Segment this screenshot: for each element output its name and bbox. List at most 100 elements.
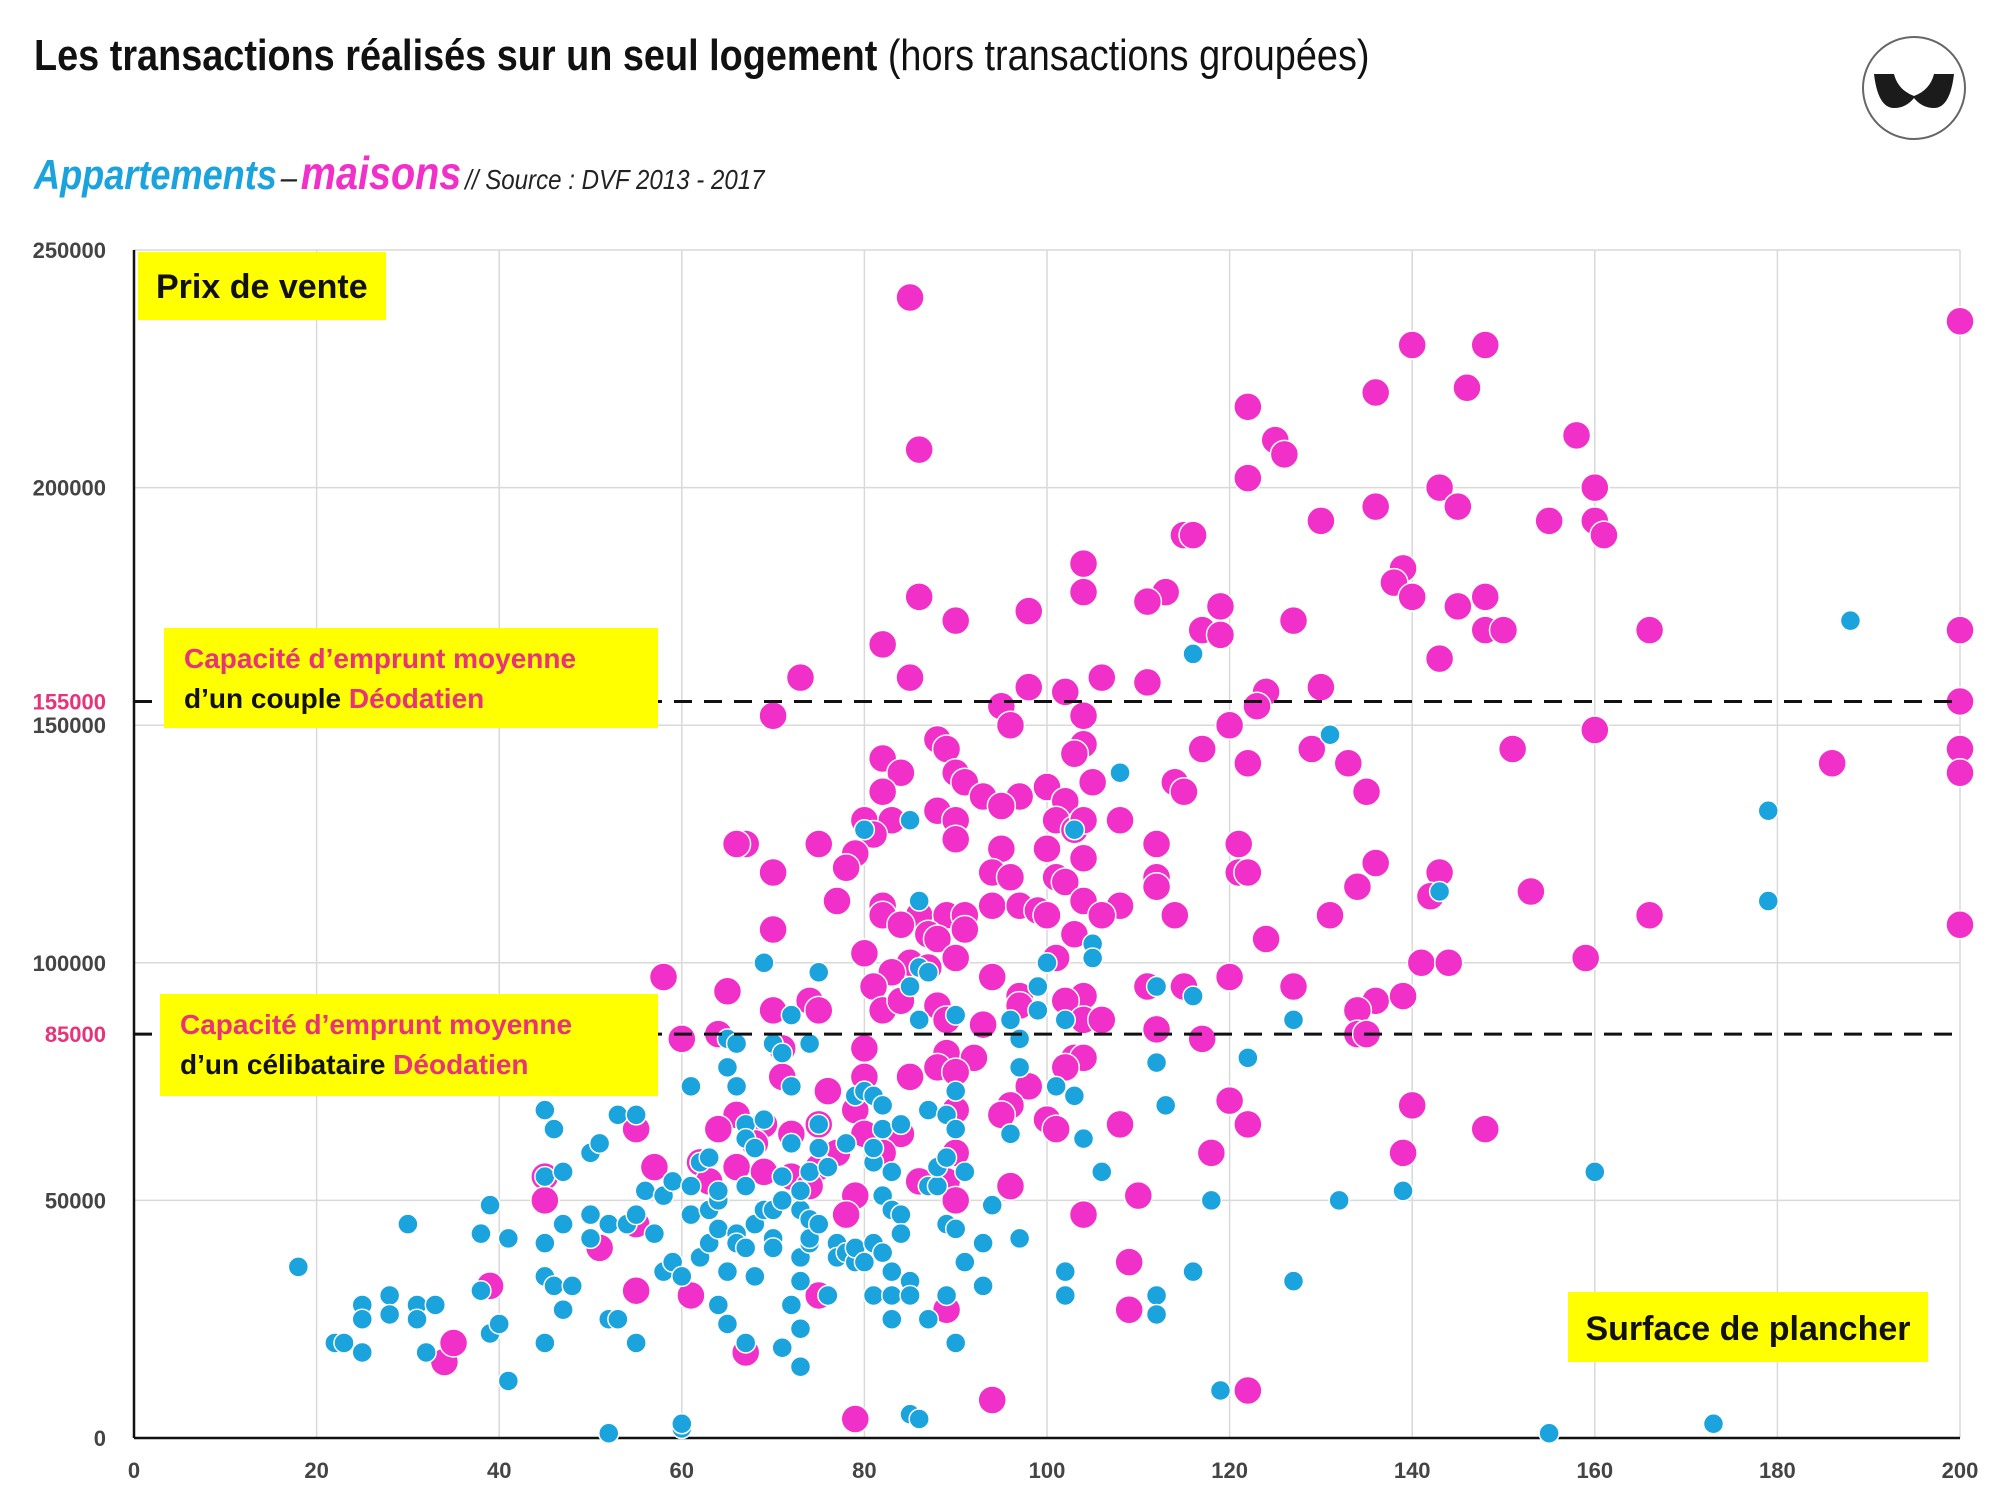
point-maison	[1397, 582, 1427, 612]
point-appartement	[881, 1161, 903, 1183]
point-maison	[1087, 900, 1117, 931]
point-appartement	[351, 1341, 373, 1364]
point-maison	[904, 582, 934, 612]
point-appartement	[917, 1099, 940, 1121]
point-appartement	[789, 1355, 812, 1378]
point-maison	[1032, 900, 1062, 931]
point-maison	[758, 857, 788, 888]
point-appartement	[397, 1213, 419, 1235]
point-maison	[1269, 439, 1300, 470]
point-maison	[1233, 392, 1263, 422]
point-appartement	[588, 1132, 611, 1155]
point-maison	[1233, 1375, 1263, 1406]
x-tick-label: 20	[304, 1458, 328, 1483]
point-maison	[1105, 805, 1135, 835]
point-appartement	[1319, 723, 1341, 746]
point-appartement	[999, 1123, 1022, 1145]
x-tick-label: 200	[1942, 1458, 1979, 1483]
point-maison	[1242, 691, 1272, 721]
point-appartement	[351, 1308, 373, 1330]
point-appartement	[625, 1104, 647, 1126]
point-maison	[1205, 620, 1236, 650]
point-maison	[831, 1199, 861, 1230]
legend-appartements: Appartements	[34, 151, 277, 198]
point-maison	[977, 1385, 1007, 1415]
point-appartement	[789, 1317, 812, 1340]
point-appartement	[1091, 1161, 1113, 1183]
point-maison	[1351, 776, 1382, 807]
source-note: // Source : DVF 2013 - 2017	[465, 164, 765, 195]
point-appartement	[798, 1161, 821, 1183]
point-maison	[1470, 330, 1500, 360]
x-tick-label: 120	[1211, 1458, 1248, 1483]
point-maison	[1424, 643, 1455, 674]
point-maison	[1945, 757, 1975, 788]
point-appartement	[1109, 761, 1131, 784]
point-maison	[1397, 330, 1427, 360]
point-appartement	[981, 1194, 1003, 1216]
point-maison	[1443, 491, 1473, 522]
point-appartement	[1063, 818, 1086, 841]
point-appartement	[789, 1180, 812, 1202]
point-maison	[1114, 1247, 1144, 1277]
point-maison	[813, 1076, 843, 1106]
point-maison	[1087, 662, 1117, 693]
point-appartement	[406, 1308, 428, 1330]
point-maison	[758, 914, 788, 945]
point-maison	[940, 824, 971, 854]
point-appartement	[680, 1175, 702, 1197]
point-maison	[940, 943, 971, 973]
y-tick-label: 150000	[33, 713, 106, 738]
point-appartement	[1702, 1412, 1725, 1435]
point-appartement	[881, 1284, 903, 1307]
point-appartement	[780, 1294, 803, 1316]
point-appartement	[808, 1213, 830, 1235]
point-maison	[1059, 738, 1090, 769]
point-maison	[1178, 520, 1208, 550]
point-appartement	[899, 1284, 921, 1307]
point-maison	[1424, 472, 1455, 503]
point-maison	[1589, 520, 1619, 550]
point-maison	[1068, 1199, 1099, 1230]
y-tick-label: 250000	[33, 238, 106, 263]
point-appartement	[881, 1308, 903, 1330]
point-maison	[1233, 857, 1263, 888]
point-maison	[1050, 867, 1081, 897]
point-maison	[1817, 748, 1847, 778]
point-maison	[1214, 962, 1245, 992]
point-maison	[1068, 577, 1099, 607]
x-tick-label: 80	[852, 1458, 876, 1483]
point-maison	[1169, 776, 1199, 807]
x-axis-title-box	[1568, 1292, 1928, 1362]
point-appartement	[1008, 1056, 1031, 1079]
x-tick-label: 100	[1029, 1458, 1066, 1483]
brand-logo-glyph-icon	[1874, 74, 1954, 108]
point-appartement	[625, 1203, 647, 1226]
x-tick-label: 40	[487, 1458, 511, 1483]
point-maison	[1205, 591, 1236, 622]
point-appartement	[780, 1132, 803, 1155]
x-tick-label: 140	[1394, 1458, 1431, 1483]
point-maison	[1068, 843, 1099, 874]
point-appartement	[1063, 1085, 1086, 1107]
point-appartement	[1154, 1094, 1177, 1117]
reference-label-box	[164, 628, 658, 728]
point-appartement	[917, 961, 940, 984]
point-maison	[1196, 1138, 1227, 1168]
point-appartement	[1081, 947, 1104, 969]
point-appartement	[908, 890, 930, 912]
point-appartement	[808, 1137, 830, 1159]
point-appartement	[634, 1180, 657, 1202]
point-maison	[721, 829, 752, 859]
point-maison	[1580, 472, 1610, 503]
y-axis-title: Prix de vente	[156, 268, 368, 306]
point-appartement	[862, 1284, 885, 1307]
point-appartement	[1072, 1127, 1095, 1150]
point-appartement	[1757, 890, 1780, 912]
point-maison	[922, 924, 953, 954]
y-axis-title-box	[138, 252, 386, 320]
reference-label-line1: Capacité d’emprunt moyenne	[180, 1009, 572, 1040]
point-maison	[1233, 748, 1263, 778]
point-appartement	[470, 1279, 492, 1302]
point-appartement	[908, 1009, 930, 1031]
